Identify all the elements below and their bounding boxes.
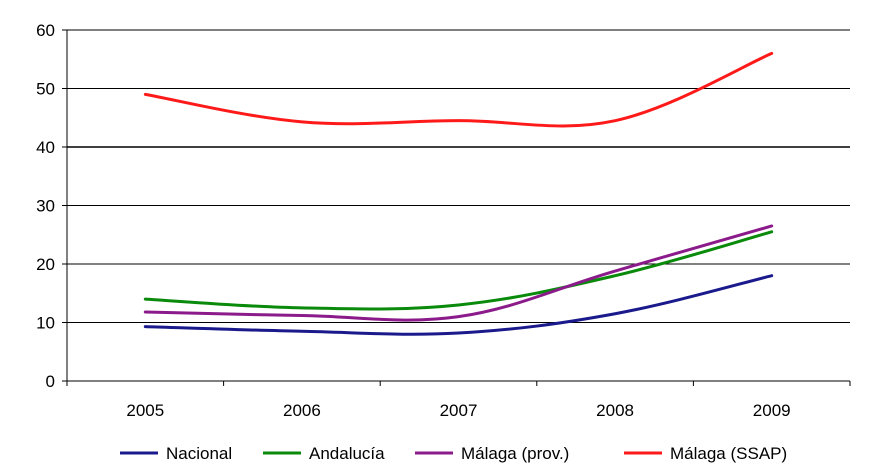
- series-lines: [143, 51, 774, 336]
- y-tick-label: 60: [36, 21, 55, 40]
- legend-label: Nacional: [166, 444, 232, 463]
- legend: Nacional Andalucía Málaga (prov.) Málaga (S…: [120, 444, 787, 463]
- x-tick-label: 2005: [126, 401, 164, 420]
- legend-label: Málaga (prov.): [461, 444, 569, 463]
- x-tick-labels: 2005 2006 2007 2008 2009: [126, 401, 790, 420]
- series-line-3: [143, 51, 774, 128]
- y-tick-label: 10: [36, 314, 55, 333]
- legend-label: Andalucía: [309, 444, 385, 463]
- x-tick-label: 2007: [440, 401, 478, 420]
- x-tick-label: 2009: [753, 401, 791, 420]
- y-tick-labels: 0 10 20 30 40 50 60: [36, 21, 55, 391]
- y-tick-label: 50: [36, 80, 55, 99]
- y-tick-label: 20: [36, 255, 55, 274]
- series-line-0: [143, 274, 774, 336]
- y-tick-label: 30: [36, 197, 55, 216]
- gridlines: [67, 29, 850, 323]
- legend-label: Málaga (SSAP): [670, 444, 787, 463]
- axes: [62, 29, 851, 386]
- x-tick-label: 2008: [596, 401, 634, 420]
- series-line-2: [143, 224, 774, 322]
- y-tick-label: 40: [36, 138, 55, 157]
- series-line-1: [143, 230, 774, 311]
- y-tick-label: 0: [46, 372, 55, 391]
- x-tick-label: 2006: [283, 401, 321, 420]
